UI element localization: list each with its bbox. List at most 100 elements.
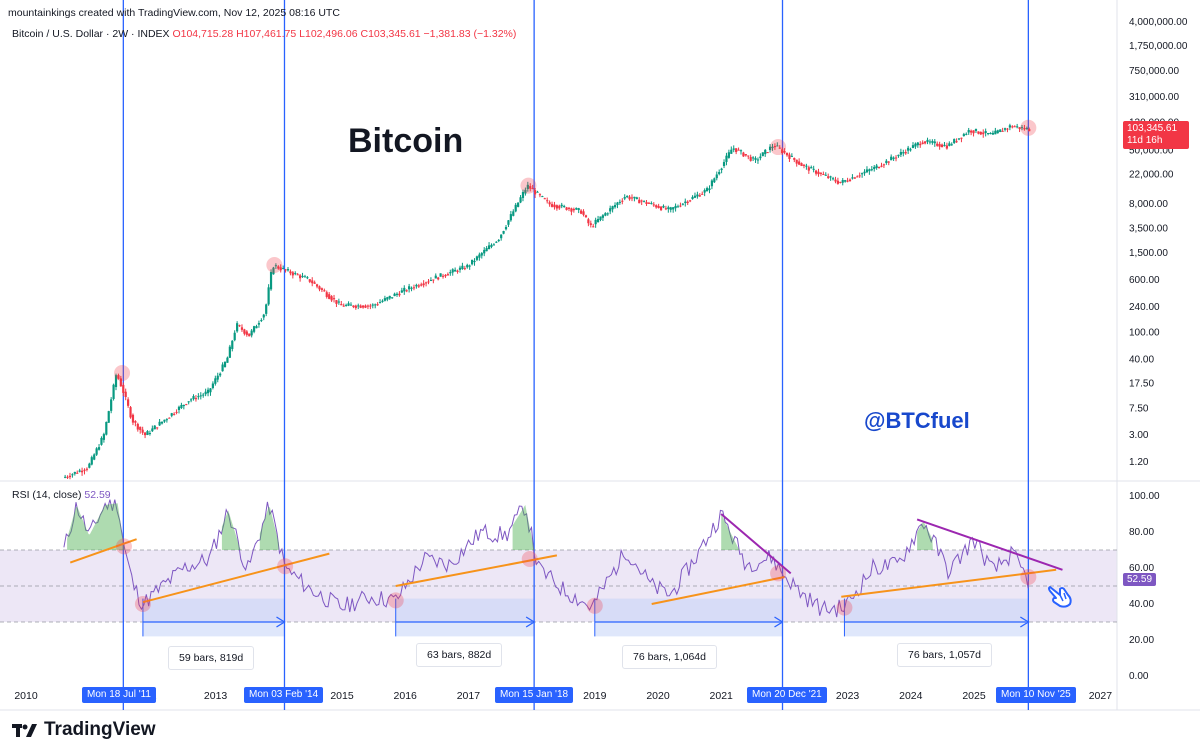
rsi-tick-label: 80.00 xyxy=(1129,527,1154,538)
candle-body xyxy=(960,137,963,139)
price-peak-marker xyxy=(266,256,283,273)
candle-body xyxy=(911,145,915,148)
candle-body xyxy=(950,144,953,146)
candle-body xyxy=(478,254,481,258)
candle-body xyxy=(202,394,205,396)
candle-body xyxy=(885,160,888,163)
candle-body xyxy=(376,304,379,306)
highlight-circles-layer xyxy=(114,119,1037,616)
candle-body xyxy=(158,421,161,426)
candle-body xyxy=(594,219,597,225)
candle-body xyxy=(902,152,905,154)
rsi-pivot-marker xyxy=(134,596,151,612)
date-range-box xyxy=(142,598,285,637)
price-peak-marker xyxy=(520,177,537,194)
candle-body xyxy=(100,437,103,445)
candle-body xyxy=(180,404,183,409)
candle-body xyxy=(148,433,152,435)
candle-body xyxy=(473,260,476,263)
candle-body xyxy=(538,194,542,196)
candle-body xyxy=(630,197,634,199)
tradingview-logo[interactable]: TradingView xyxy=(12,719,156,741)
candle-body xyxy=(606,213,609,215)
candle-body xyxy=(521,192,525,198)
candle-body xyxy=(485,248,488,252)
candle-body xyxy=(909,149,912,151)
candle-body xyxy=(710,180,714,187)
symbol-legend[interactable]: Bitcoin / U.S. Dollar · 2W · INDEX O104,… xyxy=(12,28,516,40)
candle-body xyxy=(112,384,115,399)
candle-body xyxy=(284,269,287,271)
candle-body xyxy=(437,277,440,280)
price-tick-label: 310,000.00 xyxy=(1129,92,1179,103)
candle-body xyxy=(1013,126,1016,128)
candle-body xyxy=(790,155,793,157)
candle-body xyxy=(735,148,738,153)
candle-body xyxy=(596,219,600,223)
rsi-legend[interactable]: RSI (14, close) 52.59 xyxy=(12,489,111,501)
candle-body xyxy=(468,265,471,267)
candle-body xyxy=(492,244,496,246)
candle-body xyxy=(807,167,810,171)
candle-body xyxy=(887,161,890,163)
candle-body xyxy=(974,129,978,131)
candle-body xyxy=(681,203,684,205)
price-tick-label: 240.00 xyxy=(1129,302,1160,313)
candle-body xyxy=(156,427,159,429)
candle-body xyxy=(863,171,866,174)
candle-body xyxy=(623,197,626,199)
candle-body xyxy=(531,188,534,190)
candle-body xyxy=(429,280,433,282)
candle-body xyxy=(347,303,350,306)
candle-body xyxy=(424,282,428,284)
candle-body xyxy=(907,147,910,151)
candle-body xyxy=(621,200,624,202)
candle-body xyxy=(618,201,621,203)
candle-body xyxy=(1028,129,1031,132)
candle-body xyxy=(982,132,985,135)
candle-body xyxy=(383,298,386,301)
candle-body xyxy=(199,395,202,397)
chart-title: Bitcoin xyxy=(348,122,464,160)
candle-body xyxy=(880,165,883,167)
candle-body xyxy=(76,472,79,474)
candle-body xyxy=(715,174,718,179)
candle-body xyxy=(984,131,987,133)
price-series-layer xyxy=(64,123,1031,480)
candle-body xyxy=(708,188,711,190)
price-tick-label: 7.50 xyxy=(1129,403,1149,414)
candle-body xyxy=(768,146,772,151)
candle-body xyxy=(475,256,479,260)
candle-body xyxy=(810,167,813,169)
candle-body xyxy=(277,266,280,269)
candle-body xyxy=(613,204,617,208)
candle-body xyxy=(68,475,72,478)
candle-body xyxy=(689,200,692,202)
candle-body xyxy=(439,273,442,277)
candle-body xyxy=(972,130,975,134)
candle-body xyxy=(526,184,529,190)
candle-body xyxy=(560,204,563,207)
candle-body xyxy=(766,152,769,154)
vertical-lines-layer xyxy=(122,0,1030,710)
candle-body xyxy=(977,131,980,134)
candle-body xyxy=(957,138,961,140)
candle-body xyxy=(134,421,137,423)
candle-body xyxy=(580,210,583,214)
time-tick-label: 2017 xyxy=(457,690,481,702)
time-tick-label: 2016 xyxy=(394,690,418,702)
candle-body xyxy=(655,205,658,208)
candle-body xyxy=(483,249,486,254)
candle-body xyxy=(890,156,893,161)
price-tick-label: 1,500.00 xyxy=(1129,248,1168,259)
rsi-pivot-marker xyxy=(387,592,404,609)
candle-body xyxy=(572,208,575,211)
candle-body xyxy=(434,275,437,279)
candle-body xyxy=(349,304,353,306)
candle-body xyxy=(798,161,801,165)
time-tick-label: 2015 xyxy=(330,690,354,702)
candle-body xyxy=(604,213,607,216)
candle-body xyxy=(698,195,701,197)
candle-body xyxy=(771,146,774,149)
candle-body xyxy=(800,163,803,167)
